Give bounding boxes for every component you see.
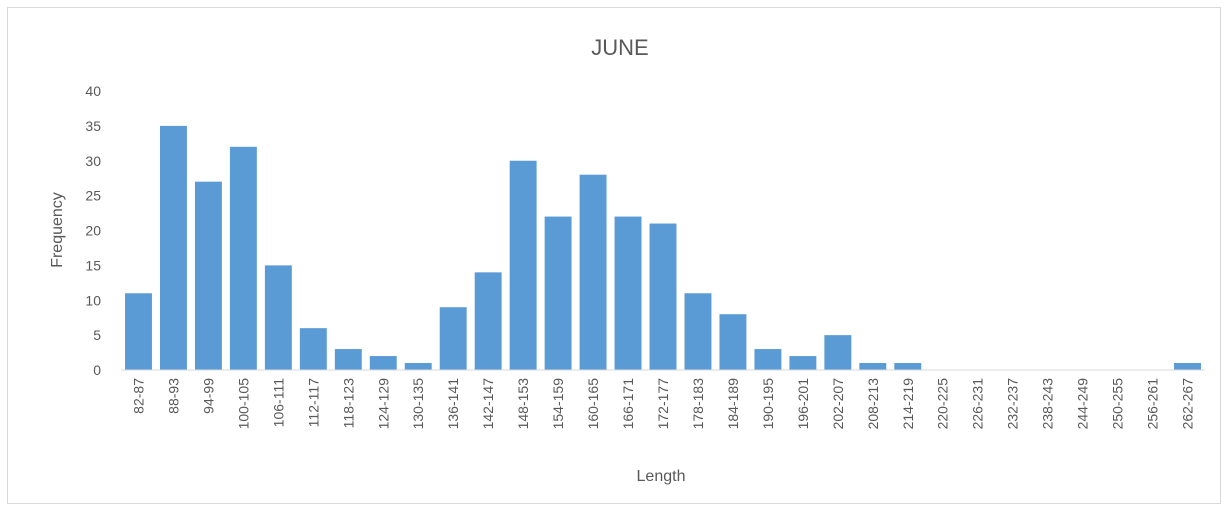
bar-142-147 [474, 272, 502, 370]
x-tick-label: 136-141 [445, 378, 461, 430]
x-tick-label: 106-111 [270, 378, 286, 428]
x-tick-label: 190-195 [760, 378, 776, 430]
x-tick-label: 256-261 [1145, 378, 1161, 430]
y-tick-label: 35 [85, 118, 101, 134]
bar-184-189 [719, 314, 747, 370]
y-tick-label: 15 [85, 257, 101, 273]
x-tick-label: 214-219 [900, 378, 916, 430]
x-tick-label: 118-123 [340, 378, 356, 429]
x-tick-label: 154-159 [550, 378, 566, 430]
bar-262-267 [1174, 363, 1201, 370]
x-tick-label: 202-207 [830, 378, 846, 430]
x-tick-label: 130-135 [410, 378, 426, 430]
x-tick-label: 178-183 [690, 378, 706, 430]
x-tick-label: 220-225 [935, 378, 951, 430]
x-tick-label: 250-255 [1110, 378, 1126, 430]
y-tick-label: 0 [93, 362, 101, 378]
bar-136-141 [439, 307, 467, 370]
bar-82-87 [125, 293, 152, 370]
bar-160-165 [579, 174, 607, 370]
bar-166-171 [614, 216, 642, 370]
x-tick-label: 184-189 [725, 378, 741, 430]
chart-title: JUNE [591, 35, 648, 60]
bar-172-177 [649, 223, 677, 370]
x-tick-label: 232-237 [1005, 378, 1021, 430]
bar-124-129 [369, 356, 397, 370]
y-tick-label: 25 [85, 188, 101, 204]
bar-88-93 [159, 125, 187, 371]
bar-214-219 [894, 363, 922, 370]
bar-130-135 [404, 363, 432, 370]
x-axis-tick-labels: 82-87 88-93 94-99 100-105 106-111 112-117 118-… [130, 378, 1195, 430]
bar-196-201 [789, 356, 817, 370]
bar-100-105 [229, 146, 257, 370]
x-tick-label: 244-249 [1075, 378, 1091, 430]
y-tick-label: 40 [85, 83, 101, 99]
bar-202-207 [824, 335, 852, 371]
x-tick-label: 88-93 [165, 378, 181, 414]
bar-178-183 [684, 293, 712, 370]
bar-112-117 [299, 328, 327, 370]
x-tick-label: 160-165 [585, 378, 601, 430]
x-tick-label: 166-171 [620, 378, 636, 430]
bar-94-99 [194, 181, 222, 370]
x-tick-label: 226-231 [970, 378, 986, 430]
y-axis-title: Frequency [49, 192, 66, 268]
y-tick-label: 20 [85, 223, 101, 239]
bar-106-111 [264, 265, 292, 371]
x-tick-label: 94-99 [200, 378, 216, 414]
bar-148-153 [509, 160, 537, 370]
x-tick-label: 262-267 [1180, 378, 1196, 430]
x-tick-label: 196-201 [795, 378, 811, 430]
bar-190-195 [754, 349, 782, 370]
x-tick-label: 112-117 [305, 378, 321, 428]
y-tick-label: 30 [85, 153, 101, 169]
bar-118-123 [334, 349, 362, 370]
x-tick-label: 208-213 [865, 378, 881, 430]
bar-208-213 [859, 363, 887, 370]
x-tick-label: 148-153 [515, 378, 531, 430]
x-axis-title: Length [637, 468, 686, 485]
y-tick-label: 5 [93, 327, 101, 343]
x-tick-label: 142-147 [480, 378, 496, 430]
y-axis-tick-labels: 0 5 10 15 20 25 30 35 40 [85, 83, 101, 378]
bars-group [125, 125, 1201, 371]
y-tick-label: 10 [85, 292, 101, 308]
bar-154-159 [544, 216, 572, 370]
x-tick-label: 124-129 [375, 378, 391, 430]
x-tick-label: 238-243 [1040, 378, 1056, 430]
x-tick-label: 172-177 [655, 378, 671, 430]
x-tick-label: 82-87 [130, 378, 146, 414]
x-tick-label: 100-105 [235, 378, 251, 430]
